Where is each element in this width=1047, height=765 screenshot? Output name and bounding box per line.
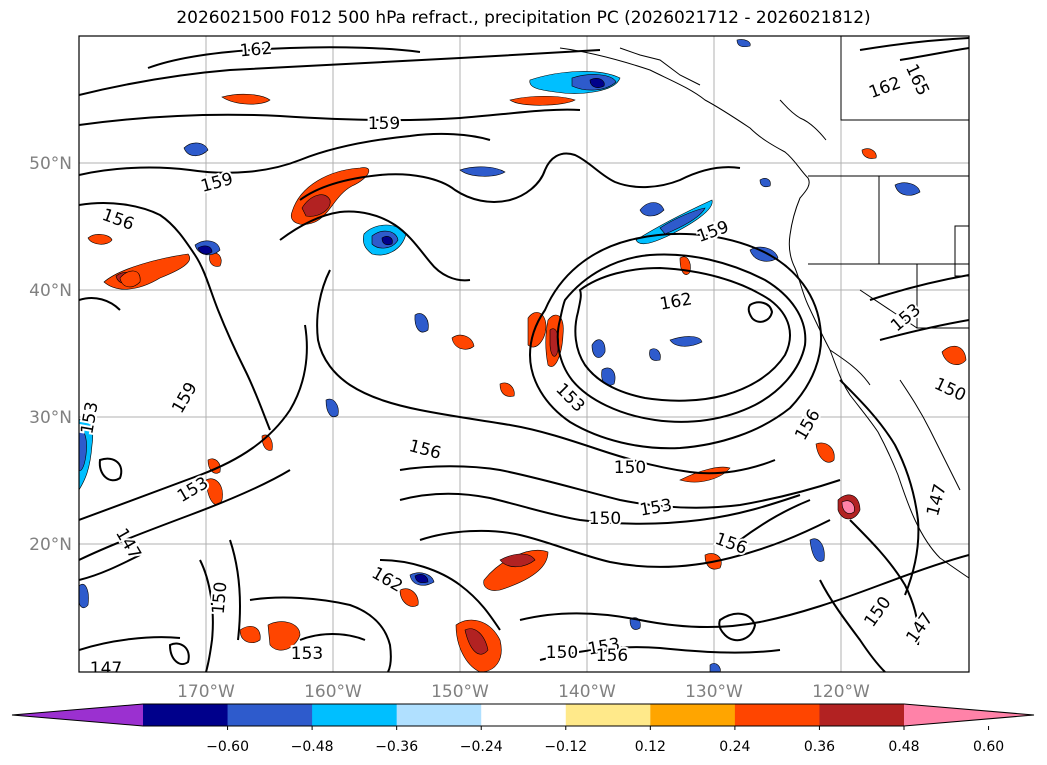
lat-label-30: 30°N — [29, 408, 72, 428]
lon-label-160w: 160°W — [304, 682, 362, 702]
colorbar-extend-high — [904, 704, 1034, 726]
colorbar-extend-low — [12, 704, 143, 726]
colorbar-segment — [143, 704, 229, 726]
contour-label: 150 — [589, 509, 621, 529]
colorbar-segment — [312, 704, 398, 726]
colorbar-segment — [734, 704, 820, 726]
lon-label-130w: 130°W — [685, 682, 743, 702]
colorbar-segment — [819, 704, 905, 726]
colorbar-segment — [396, 704, 482, 726]
colorbar — [11, 703, 1035, 727]
contour-label: 153 — [291, 644, 323, 664]
lat-label-50: 50°N — [29, 154, 72, 174]
colorbar-tick-label: 0.36 — [804, 739, 835, 755]
colorbar-tick-label: 0.60 — [973, 739, 1004, 755]
contour-label: 150 — [209, 581, 232, 615]
contour-label: 150 — [546, 643, 578, 663]
colorbar-tick-label: 0.12 — [635, 739, 666, 755]
colorbar-tick-label: −0.36 — [375, 739, 418, 755]
colorbar-tick-label: 0.48 — [888, 739, 919, 755]
lat-tick-labels: 50°N 40°N 30°N 20°N — [29, 154, 72, 555]
colorbar-tick-label: 0.24 — [719, 739, 750, 755]
colorbar-segment — [565, 704, 651, 726]
contour-label: 162 — [239, 39, 273, 62]
colorbar-tick-label: −0.60 — [206, 739, 249, 755]
lat-label-40: 40°N — [29, 281, 72, 301]
contour-label: 156 — [596, 646, 628, 666]
colorbar-tick-label: −0.12 — [544, 739, 587, 755]
lon-label-120w: 120°W — [812, 682, 870, 702]
precip-positive-areas — [87, 93, 967, 672]
refractivity-contours — [79, 37, 969, 672]
lon-label-140w: 140°W — [558, 682, 616, 702]
precip-negative-areas — [79, 39, 921, 672]
plot-frame — [78, 35, 970, 673]
lat-label-20: 20°N — [29, 535, 72, 555]
colorbar-segment — [227, 704, 313, 726]
contour-label: 159 — [368, 114, 400, 134]
contour-label: 147 — [90, 659, 122, 679]
coastlines — [559, 36, 969, 579]
contour-label: 150 — [614, 458, 646, 478]
lon-label-170w: 170°W — [177, 682, 235, 702]
colorbar-outline — [11, 703, 1035, 727]
map-title: 2026021500 F012 500 hPa refract., precip… — [176, 8, 871, 28]
lon-tick-labels: 170°W 160°W 150°W 140°W 130°W 120°W — [177, 682, 870, 702]
colorbar-tick-labels: −0.60 −0.48 −0.36 −0.24 −0.12 0.12 0.24 0.36 0.4… — [206, 726, 1004, 755]
colorbar-tick-label: −0.48 — [291, 739, 334, 755]
colorbar-segment — [650, 704, 736, 726]
colorbar-tick-label: −0.24 — [460, 739, 503, 755]
lon-label-150w: 150°W — [431, 682, 489, 702]
colorbar-segment — [481, 704, 567, 726]
